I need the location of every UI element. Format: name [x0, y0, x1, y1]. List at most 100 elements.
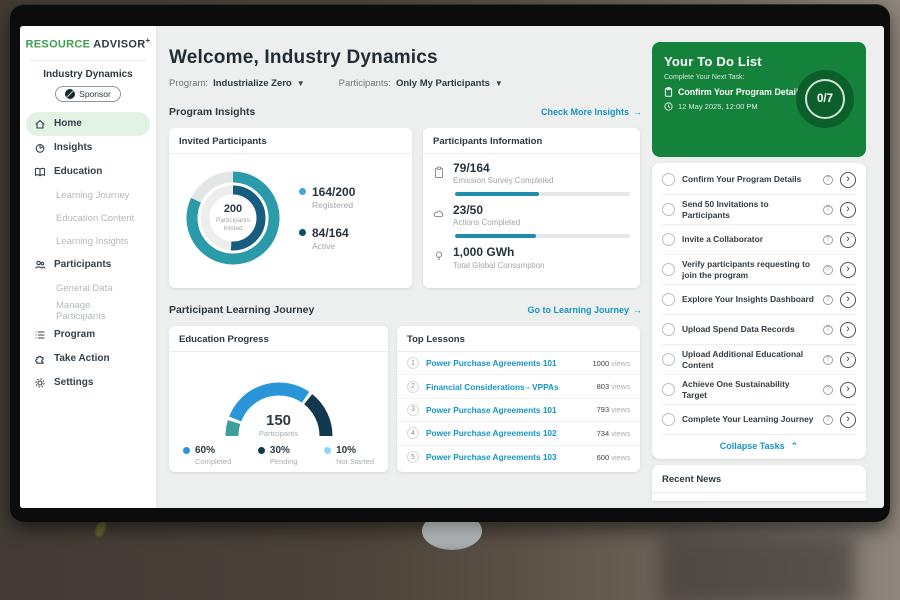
help-icon[interactable]: ? [823, 354, 833, 365]
legend-dot [324, 447, 332, 454]
task-go-button[interactable]: › [840, 201, 856, 218]
task-go-button[interactable]: › [840, 381, 856, 398]
task-checkbox[interactable] [662, 203, 675, 216]
lesson-link[interactable]: Financial Considerations - VPPAs [426, 381, 559, 392]
task-label: Send 50 Invitations to Participants [682, 199, 769, 220]
recent-news-card: Recent News [652, 465, 866, 501]
task-list: Confirm Your Program Details ? › Send 50… [652, 163, 866, 459]
legend-dot [299, 188, 306, 195]
sidebar-item-insights[interactable]: Insights [26, 136, 150, 160]
lesson-link[interactable]: Power Purchase Agreements 103 [426, 452, 557, 463]
consumption-icon [435, 251, 443, 261]
legend-label: Not Started [336, 457, 374, 466]
sidebar-item-home[interactable]: Home [26, 111, 150, 136]
sidebar-item-label: Program [54, 329, 96, 341]
help-icon[interactable]: ? [823, 204, 833, 215]
task-checkbox[interactable] [662, 383, 675, 396]
sidebar-item-learning-journey[interactable]: Learning Journey [26, 184, 150, 207]
sidebar-item-take-action[interactable]: Take Action [26, 347, 150, 371]
program-insights-title: Program Insights [169, 106, 256, 118]
lesson-views: 793 [596, 405, 610, 415]
sidebar-item-education-content[interactable]: Education Content [26, 207, 150, 230]
stat-consumption: 1,000 GWh Total Global Consumption [433, 246, 630, 270]
sidebar-item-label: Settings [54, 377, 94, 389]
lesson-link[interactable]: Power Purchase Agreements 101 [426, 404, 557, 415]
task-go-button[interactable]: › [840, 291, 856, 308]
help-icon[interactable]: ? [823, 234, 833, 245]
task-go-button[interactable]: › [840, 171, 856, 188]
sidebar-item-education[interactable]: Education [26, 160, 150, 184]
task-checkbox[interactable] [662, 353, 675, 366]
sidebar-item-label: Education [54, 166, 103, 178]
task-label: Verify participants requesting to join t… [682, 259, 810, 280]
task-go-button[interactable]: › [840, 411, 856, 428]
task-checkbox[interactable] [662, 293, 675, 306]
program-select[interactable]: Program: Industrialize Zero ▼ [169, 78, 305, 89]
todo-title: Your To Do List [664, 54, 762, 69]
help-icon[interactable]: ? [823, 174, 833, 185]
task-row: Upload Additional Educational Content ? … [662, 345, 856, 375]
help-icon[interactable]: ? [823, 324, 833, 335]
legend-pct: 10% [336, 445, 357, 456]
task-go-button[interactable]: › [840, 351, 856, 368]
education-progress-gauge: 150 Participants [204, 360, 354, 438]
stat-emission-survey: 79/164 Emission Survey Completed [433, 161, 630, 186]
lesson-views: 600 [596, 452, 610, 462]
todo-progress-ring: 0/7 [796, 70, 854, 128]
participants-select[interactable]: Participants: Only My Participants ▼ [339, 78, 503, 89]
todo-column: Your To Do List Complete Your Next Task:… [652, 42, 866, 501]
sidebar-item-manage-participants[interactable]: Manage Participants [26, 300, 150, 323]
help-icon[interactable]: ? [823, 264, 833, 275]
sponsor-badge[interactable]: Sponsor [55, 85, 121, 102]
progress-track [455, 192, 630, 197]
task-checkbox[interactable] [662, 323, 675, 336]
program-icon [35, 331, 45, 339]
stat-label: Actions Completed [453, 218, 521, 228]
collapse-tasks-link[interactable]: Collapse Tasks ⌃ [662, 435, 856, 457]
program-label: Program: [169, 78, 209, 89]
todo-due: 12 May 2025, 12:00 PM [678, 102, 758, 111]
lesson-row: 4 Power Purchase Agreements 102 734 view… [397, 422, 640, 446]
lesson-row: 2 Financial Considerations - VPPAs 803 v… [397, 375, 640, 399]
lesson-link[interactable]: Power Purchase Agreements 101 [426, 358, 557, 369]
lesson-rank: 3 [407, 403, 419, 416]
education-icon [34, 167, 46, 177]
chevron-down-icon: ▼ [296, 79, 305, 88]
task-row: Upload Spend Data Records ? › [662, 315, 856, 345]
go-to-learning-journey-link[interactable]: Go to Learning Journey → [527, 305, 642, 315]
sidebar-item-settings[interactable]: Settings [26, 371, 150, 395]
task-go-button[interactable]: › [840, 321, 856, 338]
check-more-insights-link[interactable]: Check More Insights → [541, 107, 642, 117]
insights-column: Program Insights Check More Insights → I… [169, 104, 642, 472]
sidebar-item-program[interactable]: Program [26, 323, 150, 347]
arrow-right-icon: → [633, 305, 642, 315]
task-row: Confirm Your Program Details ? › [662, 165, 856, 195]
lesson-rank: 4 [407, 427, 419, 440]
help-icon[interactable]: ? [823, 384, 833, 395]
sidebar-item-learning-insights[interactable]: Learning Insights [26, 230, 150, 253]
link-label: Collapse Tasks [719, 441, 785, 451]
task-checkbox[interactable] [662, 233, 675, 246]
lesson-link[interactable]: Power Purchase Agreements 102 [426, 428, 557, 439]
views-suffix: views [609, 358, 630, 368]
help-icon[interactable]: ? [823, 414, 833, 425]
task-checkbox[interactable] [662, 413, 675, 426]
task-go-button[interactable]: › [840, 231, 856, 248]
sidebar-item-participants[interactable]: Participants [26, 253, 150, 277]
help-icon[interactable]: ? [823, 294, 833, 305]
sidebar-item-label: Insights [54, 142, 93, 154]
legend-value: 84/164 [312, 226, 349, 240]
stat-label: Emission Survey Completed [453, 176, 554, 186]
clock-icon [664, 102, 673, 111]
survey-icon [435, 166, 443, 179]
logo-plus: + [145, 36, 151, 45]
task-checkbox[interactable] [662, 173, 675, 186]
task-checkbox[interactable] [662, 263, 675, 276]
sidebar-item-general-data[interactable]: General Data [26, 277, 150, 300]
task-go-button[interactable]: › [840, 261, 856, 278]
lesson-row: 1 Power Purchase Agreements 101 1000 vie… [397, 352, 640, 376]
todo-panel: Your To Do List Complete Your Next Task:… [652, 42, 866, 157]
chevron-up-icon: ⌃ [790, 440, 799, 451]
sponsor-icon [65, 88, 76, 99]
donut-center-label: Participants Invited [216, 216, 250, 232]
